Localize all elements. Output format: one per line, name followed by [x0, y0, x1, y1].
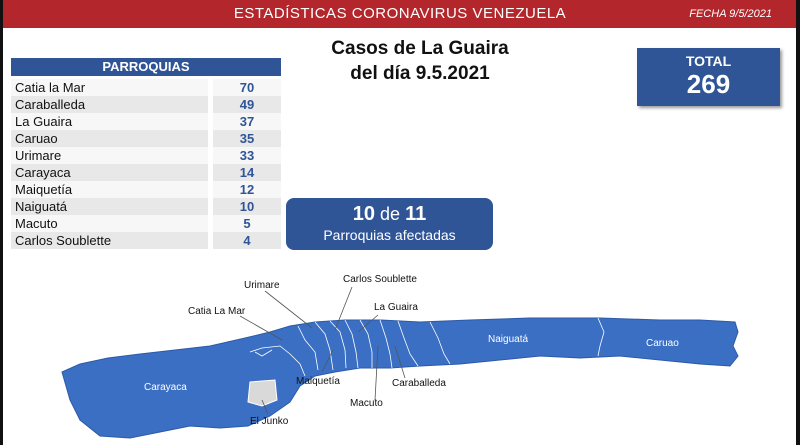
parroquia-value: 35: [213, 130, 281, 147]
parroquia-value: 49: [213, 96, 281, 113]
parroquia-value: 33: [213, 147, 281, 164]
map-label-urimare: Urimare: [244, 280, 280, 291]
page-title: Casos de La Guaira del día 9.5.2021: [290, 36, 550, 86]
affected-of: de: [380, 204, 401, 224]
map-region-body: [61, 317, 739, 439]
parroquia-name: Carlos Soublette: [11, 232, 208, 249]
parroquia-name: La Guaira: [11, 113, 208, 130]
affected-count-line: 10 de 11: [286, 203, 493, 226]
header-bar: [3, 0, 796, 28]
header-title: ESTADÍSTICAS CORONAVIRUS VENEZUELA: [233, 5, 567, 22]
left-frame-border: [0, 0, 3, 445]
parroquia-name: Caruao: [11, 130, 208, 147]
table-row: Carayaca 14: [11, 164, 281, 181]
parroquia-name: Urimare: [11, 147, 208, 164]
parroquia-name: Maiquetía: [11, 181, 208, 198]
table-row: Urimare 33: [11, 147, 281, 164]
parroquia-value: 4: [213, 232, 281, 249]
table-row: Maiquetía 12: [11, 181, 281, 198]
map-region-el-junko: [247, 379, 278, 407]
total-value: 269: [686, 69, 731, 99]
parroquia-value: 14: [213, 164, 281, 181]
map-label-naiguata: Naiguatá: [488, 334, 528, 345]
map-label-caruao: Caruao: [646, 338, 679, 349]
parroquia-value: 70: [213, 79, 281, 96]
affected-parishes-box: 10 de 11 Parroquias afectadas: [286, 198, 493, 250]
parroquia-value: 10: [213, 198, 281, 215]
parroquia-name: Catia la Mar: [11, 79, 208, 96]
affected-total: 11: [405, 203, 427, 225]
parroquia-name: Naiguatá: [11, 198, 208, 215]
map-label-catia-la-mar: Catia La Mar: [188, 306, 246, 317]
map-label-el-junko: El Junko: [250, 416, 289, 427]
total-label: TOTAL: [685, 53, 732, 69]
parroquia-value: 5: [213, 215, 281, 232]
map-label-macuto: Macuto: [350, 398, 383, 409]
right-frame-border: [796, 0, 800, 445]
total-box: TOTAL 269: [637, 48, 780, 106]
parroquia-name: Macuto: [11, 215, 208, 232]
table-row: Caruao 35: [11, 130, 281, 147]
map-label-carayaca: Carayaca: [144, 382, 187, 393]
la-guaira-map: Urimare Carlos Soublette Catia La Mar La…: [61, 274, 739, 439]
parroquia-value: 12: [213, 181, 281, 198]
map-label-maiquetia: Maiquetía: [296, 376, 340, 387]
parroquia-name: Caraballeda: [11, 96, 208, 113]
table-row: Naiguatá 10: [11, 198, 281, 215]
map-label-la-guaira: La Guaira: [374, 302, 418, 313]
header-date: FECHA 9/5/2021: [689, 8, 772, 20]
table-row: La Guaira 37: [11, 113, 281, 130]
parroquias-table: Catia la Mar 70 Caraballeda 49 La Guaira…: [11, 79, 281, 249]
table-row: Catia la Mar 70: [11, 79, 281, 96]
page-title-line2: del día 9.5.2021: [350, 63, 490, 84]
affected-count: 10: [352, 203, 376, 225]
parroquias-header: PARROQUIAS: [11, 58, 281, 76]
parroquia-value: 37: [213, 113, 281, 130]
table-row: Macuto 5: [11, 215, 281, 232]
table-row: Carlos Soublette 4: [11, 232, 281, 249]
map-label-caraballeda: Caraballeda: [392, 378, 446, 389]
map-leader-lines: [239, 286, 406, 415]
map-label-carlos-soublette: Carlos Soublette: [343, 274, 417, 285]
map-parish-borders: [249, 317, 605, 377]
page-title-line1: Casos de La Guaira: [331, 38, 509, 59]
affected-label: Parroquias afectadas: [323, 227, 456, 243]
parroquia-name: Carayaca: [11, 164, 208, 181]
table-row: Caraballeda 49: [11, 96, 281, 113]
